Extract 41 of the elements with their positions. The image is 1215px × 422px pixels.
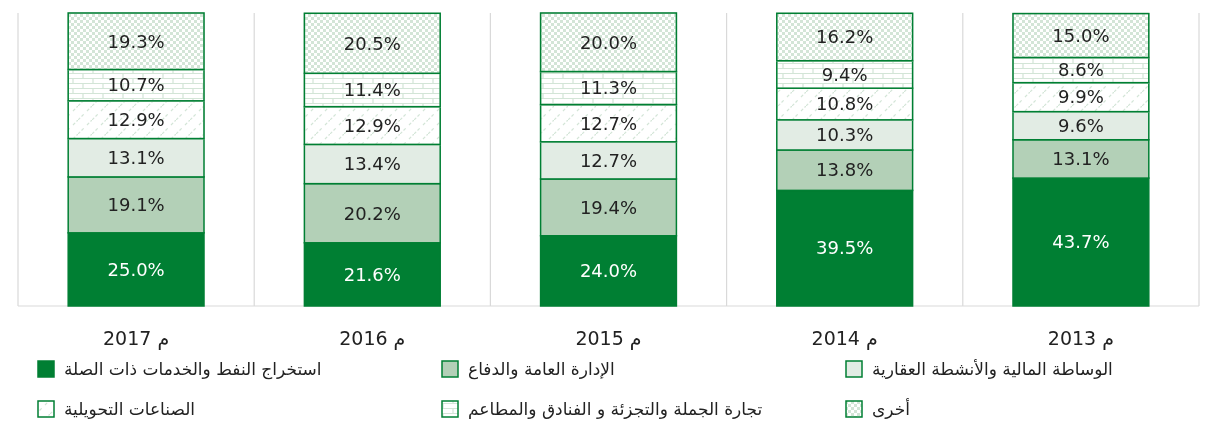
x-tick-label: 2017 م xyxy=(103,327,170,350)
data-label: 12.9% xyxy=(343,114,401,136)
data-label: 43.7% xyxy=(1052,231,1110,253)
legend-label: تجارة الجملة والتجزئة و الفنادق والمطاعم xyxy=(468,398,763,420)
x-tick-label: 2014 م xyxy=(811,327,878,350)
data-label: 11.3% xyxy=(579,77,638,99)
x-tick-label: 2015 م xyxy=(575,327,642,350)
data-label: 9.6% xyxy=(1058,114,1104,136)
data-label: 13.8% xyxy=(816,159,874,181)
data-label: 13.1% xyxy=(107,147,165,169)
data-label: 8.6% xyxy=(1058,59,1104,81)
data-label: 10.8% xyxy=(816,93,874,115)
data-label: 20.0% xyxy=(579,31,638,53)
data-label: 9.9% xyxy=(1058,86,1104,108)
data-label: 19.4% xyxy=(579,196,638,218)
legend-label: الوساطة المالية والأنشطة العقارية xyxy=(872,358,1113,379)
data-label: 11.4% xyxy=(343,79,401,101)
data-label: 15.0% xyxy=(1052,24,1110,46)
data-label: 20.2% xyxy=(343,202,401,224)
data-label: 10.7% xyxy=(107,74,165,96)
data-label: 10.3% xyxy=(816,124,874,146)
data-label: 12.7% xyxy=(579,112,638,134)
legend-label: الصناعات التحويلية xyxy=(64,398,196,419)
data-label: 13.4% xyxy=(343,153,401,175)
data-label: 19.1% xyxy=(107,194,165,216)
data-label: 13.1% xyxy=(1052,148,1110,170)
data-label: 39.5% xyxy=(816,237,874,259)
x-tick-label: 2013 م xyxy=(1047,327,1114,350)
data-label: 21.6% xyxy=(343,263,401,285)
data-label: 16.2% xyxy=(816,26,874,48)
data-label: 12.7% xyxy=(579,149,638,171)
data-label: 19.3% xyxy=(107,30,165,52)
x-tick-label: 2016 م xyxy=(339,327,406,350)
data-label: 25.0% xyxy=(107,258,165,280)
data-label: 9.4% xyxy=(821,63,868,85)
legend-label: أخرى xyxy=(872,397,910,419)
data-label: 12.9% xyxy=(107,108,165,130)
data-label: 24.0% xyxy=(579,260,638,282)
data-label: 20.5% xyxy=(343,32,401,54)
legend-label: الإدارة العامة والدفاع xyxy=(468,358,615,380)
legend-label: استخراج النفط والخدمات ذات الصلة xyxy=(64,358,322,380)
